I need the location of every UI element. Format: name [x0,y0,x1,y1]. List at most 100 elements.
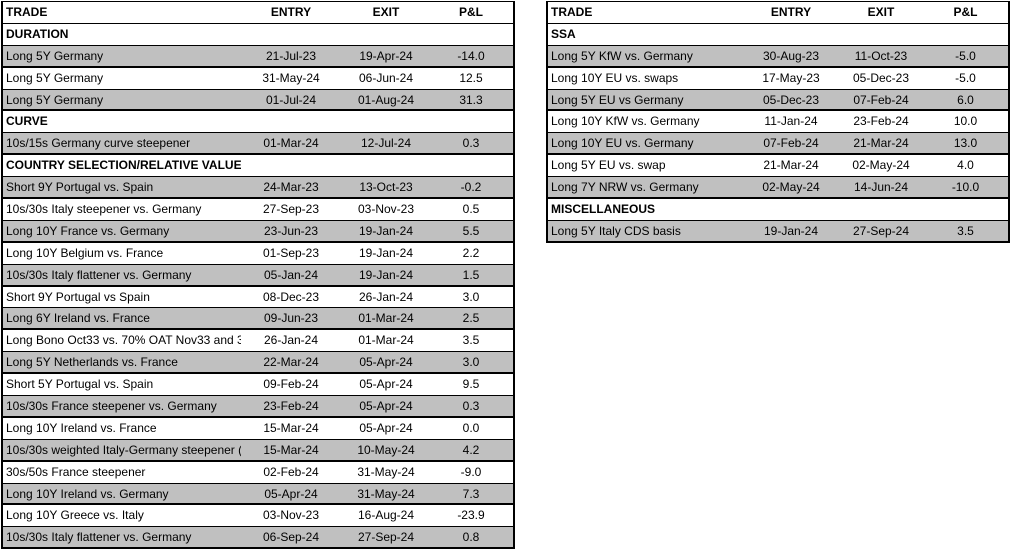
exit-date: 26-Jan-24 [358,289,414,304]
trade-name: Short 9Y Portugal vs. Spain [6,180,154,195]
header-row: TRADE ENTRY EXIT P&L [3,2,513,24]
exit-date: 01-Mar-24 [358,311,414,326]
header-trade: TRADE [551,5,593,19]
pnl-value: 7.3 [462,486,480,501]
trade-row: Long 10Y KfW vs. Germany 11-Jan-24 23-Feb-… [548,111,1008,134]
trade-row: Long 5Y Italy CDS basis 19-Jan-24 27-Sep-2… [548,220,1008,243]
entry-date: 09-Jun-23 [263,311,319,326]
section-row: COUNTRY SELECTION/RELATIVE VALUE [3,155,513,178]
trade-name: Long 10Y EU vs. swaps [551,70,679,85]
trade-name: Short 5Y Portugal vs. Spain [6,377,154,392]
trade-row: Long 10Y EU vs. Germany 07-Feb-24 21-Mar-2… [548,133,1008,156]
trade-name: Long 5Y EU vs Germany [551,92,684,107]
exit-date: 05-Apr-24 [359,399,413,414]
trade-row: Long 10Y Ireland vs. France 15-Mar-24 05-A… [3,418,513,440]
section-row: SSA [548,24,1008,46]
pnl-value: -5.0 [955,48,976,63]
trade-row: Long 5Y KfW vs. Germany 30-Aug-23 11-Oct-2… [548,45,1008,68]
exit-date: 03-Nov-23 [357,202,415,217]
exit-date: 05-Apr-24 [359,420,413,435]
trade-name: Long 10Y Greece vs. Italy [6,508,144,523]
trade-name: Long 5Y Netherlands vs. France [6,355,178,370]
section-row: MISCELLANEOUS [548,199,1008,221]
pnl-value: 9.5 [462,377,480,392]
trade-row: Long 5Y EU vs. swap 21-Mar-24 02-May-24 4.0 [548,155,1008,178]
exit-date: 27-Sep-24 [852,223,910,238]
trades-table-left: TRADE ENTRY EXIT P&L DURATION Long 5Y Germany… [1,1,515,549]
section-title: CURVE [6,114,48,129]
trade-row: Long 5Y Netherlands vs. France 22-Mar-24 0… [3,352,513,375]
pnl-value: -9.0 [460,464,482,479]
entry-date: 05-Apr-24 [264,486,318,501]
exit-date: 05-Apr-24 [359,355,413,370]
trade-row: Long 10Y France vs. Germany 23-Jun-23 19-J… [3,220,513,243]
trade-row: Short 9Y Portugal vs Spain 08-Dec-23 26-Ja… [3,287,513,309]
entry-date: 01-Sep-23 [262,245,320,260]
trade-name: 10s/30s Italy steepener vs. Germany [6,202,202,217]
pnl-value: 31.3 [459,92,483,107]
pnl-value: 0.3 [462,136,480,151]
section-title: DURATION [6,26,69,41]
pnl-value: 13.0 [953,136,978,151]
trade-name: 10s/30s weighted Italy-Germany steepener… [6,442,241,457]
entry-date: 08-Dec-23 [262,289,320,304]
trade-name: Long 5Y Italy CDS basis [551,223,681,238]
pnl-value: -0.2 [460,180,482,195]
exit-date: 23-Feb-24 [853,114,909,129]
trade-row: Long 5Y Germany 21-Jul-23 19-Apr-24 -14.0 [3,45,513,68]
exit-date: 27-Sep-24 [357,530,415,545]
trade-row: 10s/15s Germany curve steepener 01-Mar-24… [3,133,513,156]
exit-date: 31-May-24 [357,486,415,501]
pnl-value: -10.0 [951,180,980,195]
exit-date: 05-Dec-23 [852,70,910,85]
trade-row: Short 5Y Portugal vs. Spain 09-Feb-24 05-A… [3,374,513,397]
pnl-value: 1.5 [462,267,480,282]
pnl-value: 0.0 [462,420,480,435]
header-row: TRADE ENTRY EXIT P&L [548,2,1008,24]
header-exit: EXIT [372,5,400,19]
exit-date: 14-Jun-24 [853,180,909,195]
trade-row: 10s/30s Italy flattener vs. Germany 05-Ja… [3,264,513,287]
exit-date: 13-Oct-23 [359,180,413,195]
entry-date: 15-Mar-24 [263,442,319,457]
pnl-value: -23.9 [457,508,485,523]
pnl-value: 0.3 [462,399,480,414]
exit-date: 11-Oct-23 [854,48,908,63]
pnl-value: 0.5 [462,202,480,217]
exit-date: 01-Mar-24 [358,333,414,348]
trade-row: Short 9Y Portugal vs. Spain 24-Mar-23 13-O… [3,177,513,200]
entry-date: 26-Jan-24 [263,333,319,348]
trade-name: Long 7Y NRW vs. Germany [551,180,699,195]
trade-name: Long 5Y Germany [6,92,104,107]
entry-date: 19-Jan-24 [763,223,819,238]
entry-date: 06-Sep-24 [262,530,320,545]
trade-name: Long 10Y Ireland vs. France [6,420,157,435]
section-row: DURATION [3,24,513,46]
entry-date: 21-Mar-24 [763,158,819,173]
pnl-value: 2.2 [462,245,480,260]
trade-name: 10s/15s Germany curve steepener [6,136,191,151]
trade-row: 30s/50s France steepener 02-Feb-24 31-May-… [3,462,513,484]
trade-row: Long 5Y EU vs Germany 05-Dec-23 07-Feb-24 6… [548,89,1008,112]
exit-date: 02-May-24 [852,158,910,173]
trade-row: 10s/30s Italy steepener vs. Germany 27-Se… [3,199,513,221]
entry-date: 01-Jul-24 [265,92,317,107]
trade-row: Long Bono Oct33 vs. 70% OAT Nov33 and 30… [3,330,513,353]
trade-row: Long 10Y Greece vs. Italy 03-Nov-23 16-Aug… [3,505,513,528]
trade-name: Long Bono Oct33 vs. 70% OAT Nov33 and 30… [6,333,241,348]
entry-date: 09-Feb-24 [263,377,319,392]
pnl-value: -14.0 [457,48,485,63]
trade-name: Long 5Y KfW vs. Germany [551,48,693,63]
exit-date: 10-May-24 [357,442,415,457]
trades-table-right: TRADE ENTRY EXIT P&L SSA Long 5Y KfW vs. Germ… [546,1,1010,243]
trade-row: Long 6Y Ireland vs. France 09-Jun-23 01-Ma… [3,308,513,331]
section-title: COUNTRY SELECTION/RELATIVE VALUE [6,158,241,173]
entry-date: 23-Jun-23 [263,223,319,238]
pnl-value: 5.5 [462,223,480,238]
trade-name: Long 6Y Ireland vs. France [6,311,150,326]
trade-row: 10s/30s France steepener vs. Germany 23-F… [3,396,513,418]
pnl-value: 0.8 [462,530,480,545]
section-title: SSA [551,26,576,41]
entry-date: 21-Jul-23 [265,48,317,63]
header-exit: EXIT [867,5,895,19]
